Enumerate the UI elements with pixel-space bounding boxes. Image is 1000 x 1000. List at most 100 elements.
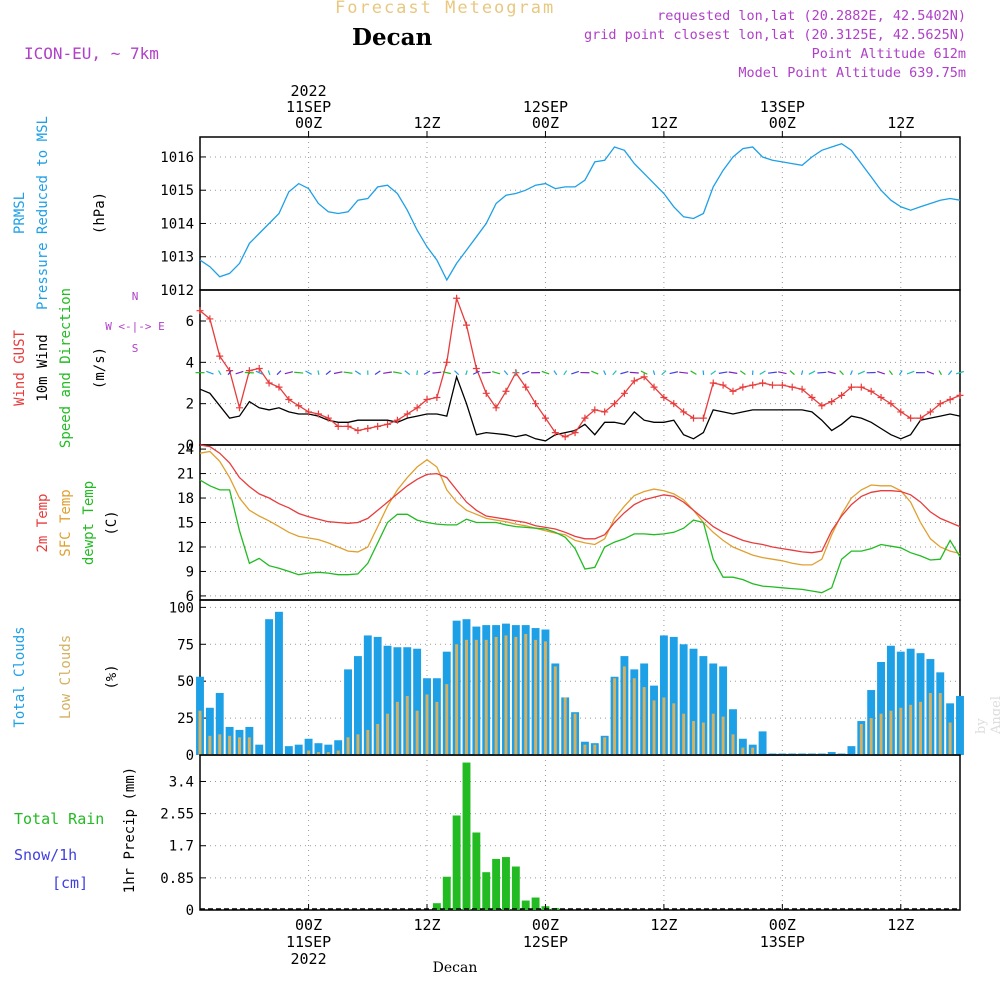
gust-marker: [601, 408, 609, 416]
panel-precip: 0 0.85 1.7 2.55 3.4: [160, 754, 961, 919]
y-tick-label: 15: [177, 516, 194, 532]
low-cloud-bar: [731, 734, 735, 755]
total-clouds-label: Total Clouds: [12, 626, 28, 727]
wind-direction-arrow: [383, 371, 392, 374]
wind-direction-arrow: [465, 370, 468, 376]
low-cloud-bar: [435, 701, 439, 755]
total-cloud-bar: [738, 738, 747, 755]
wind-direction-arrow: [728, 371, 738, 374]
total-cloud-bar: [284, 746, 293, 755]
total-cloud-bar: [906, 648, 915, 755]
wind-direction-arrow: [503, 370, 509, 376]
wind-direction-arrow: [827, 371, 836, 375]
low-cloud-bar: [208, 735, 212, 755]
low-cloud-bar: [662, 697, 666, 755]
wind-direction-arrow: [839, 370, 844, 376]
wind-direction-arrow: [294, 371, 304, 374]
wind-direction-arrow: [472, 370, 480, 375]
wind-direction-arrow: [442, 371, 451, 375]
gust-marker: [581, 414, 589, 422]
total-cloud-bar: [689, 648, 698, 755]
gust-marker: [285, 396, 293, 404]
rain-bar: [482, 872, 491, 910]
gust-marker: [492, 404, 500, 412]
panel-frame: [199, 136, 961, 291]
gust-marker: [314, 410, 322, 418]
gust-marker: [472, 365, 480, 373]
gust-marker: [768, 381, 776, 389]
time-label-bottom: 12Z: [413, 916, 440, 934]
wind-direction-arrow: [888, 370, 893, 376]
wind-direction-arrow: [206, 370, 214, 375]
gust-marker: [719, 381, 727, 389]
wind-label: 10m Wind: [35, 334, 51, 401]
low-cloud-bar: [218, 734, 222, 755]
gust-marker: [630, 377, 638, 385]
total-cloud-bar: [265, 619, 274, 755]
y-tick-label: 3.4: [169, 774, 194, 790]
time-label-top: 12Z: [887, 114, 914, 132]
wind-direction-arrow: [317, 370, 320, 376]
gust-marker: [413, 404, 421, 412]
total-cloud-bar: [886, 645, 895, 755]
wind-direction-arrow: [652, 370, 656, 376]
low-cloud-bar: [553, 666, 557, 755]
gust-marker: [739, 383, 747, 391]
rain-bar: [462, 762, 471, 910]
wind-direction-arrow: [926, 370, 935, 375]
panel-wind: 0 2 4 6: [186, 289, 965, 454]
panel-temperature: 6 9 12 15 18 21 24: [177, 442, 961, 605]
wind-direction-arrow: [276, 370, 282, 376]
low-cloud-bar: [484, 639, 488, 755]
pressure-unit-label: (hPa): [92, 192, 108, 234]
wind-speed-line: [199, 374, 961, 442]
gust-marker: [749, 381, 757, 389]
time-label-top: 00Z: [295, 114, 322, 132]
gust-marker: [482, 389, 490, 397]
low-cloud-bar: [445, 684, 449, 755]
wind-gust-line: [199, 295, 961, 438]
rain-bar: [472, 832, 481, 910]
time-label-top: 11SEP: [286, 98, 331, 116]
wind-direction-arrow: [612, 370, 617, 376]
wind-direction-arrow: [947, 370, 953, 376]
gust-marker: [571, 429, 579, 437]
low-cloud-bar: [652, 700, 656, 755]
gust-marker: [364, 424, 372, 432]
wind-direction-arrow: [759, 370, 766, 375]
low-cloud-bar: [366, 729, 370, 755]
wind-direction-arrow: [492, 370, 501, 375]
gust-marker: [551, 429, 559, 437]
gust-marker: [216, 352, 224, 360]
gust-marker: [522, 383, 530, 391]
y-tick-label: 6: [186, 314, 194, 330]
total-cloud-bar: [215, 693, 224, 755]
wind-direction-arrow: [255, 370, 263, 375]
total-cloud-bar: [659, 635, 668, 755]
low-cloud-bar: [692, 721, 695, 755]
wind-direction-arrow: [679, 371, 689, 374]
wind-direction-arrow: [217, 370, 222, 376]
wind-direction-arrow: [640, 370, 648, 375]
gust-label: Wind GUST: [12, 330, 28, 406]
y-tick-label: 4: [186, 355, 194, 371]
panel-frame: [199, 754, 961, 911]
wind-direction-arrow: [778, 371, 787, 375]
y-tick-label: 1.7: [169, 839, 194, 855]
total-cloud-bar: [896, 651, 905, 755]
y-tick-label: 6: [186, 589, 194, 605]
time-label-top: 00Z: [532, 114, 559, 132]
total-cloud-bar: [719, 666, 728, 755]
wind-direction-arrow: [955, 370, 965, 375]
wind-direction-arrow: [354, 370, 362, 375]
wind-direction-arrow: [857, 370, 865, 375]
t2m-line: [199, 444, 961, 554]
total-cloud-bar: [373, 636, 382, 755]
low-cloud-bar: [563, 697, 567, 755]
wind-direction-arrow: [669, 371, 679, 375]
wind-direction-arrow: [227, 370, 232, 376]
gust-marker: [680, 408, 688, 416]
prmsl-line: [199, 142, 961, 282]
gust-marker: [818, 402, 826, 410]
